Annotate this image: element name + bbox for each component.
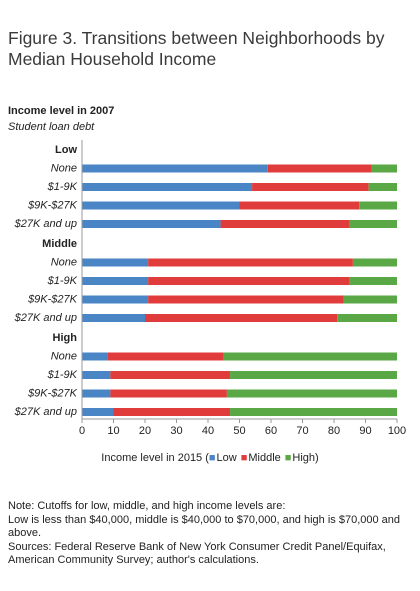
legend-paren: ) <box>315 452 319 464</box>
bar-segment <box>82 164 268 173</box>
bar-segment <box>343 295 397 304</box>
category-label: None <box>51 256 77 268</box>
legend-label: High <box>292 452 315 464</box>
bar-segment <box>82 201 240 210</box>
bar-segment <box>82 408 114 416</box>
legend: Income level in 2015 (■Low ■Middle ■High) <box>101 452 318 464</box>
bar-segment <box>230 371 397 379</box>
bar-segment <box>239 201 360 210</box>
bar-segment <box>82 371 111 379</box>
bar-segment <box>82 277 149 285</box>
legend-title: Income level in 2015 <box>101 452 202 464</box>
bar-segment <box>349 277 397 285</box>
category-label: $1-9K <box>47 181 78 193</box>
bar-segment <box>82 295 149 304</box>
legend-swatch: ■ <box>241 452 248 464</box>
group-label: Low <box>55 144 77 156</box>
note-line: Low is less than $40,000, middle is $40,… <box>8 513 401 540</box>
note-line: Note: Cutoffs for low, middle, and high … <box>8 500 286 512</box>
bar-segment <box>220 220 350 228</box>
category-label: $1-9K <box>47 369 78 381</box>
x-tick-label: 20 <box>139 425 151 437</box>
x-tick-label: 90 <box>359 425 371 437</box>
x-tick-label: 60 <box>265 425 277 437</box>
bar-segment <box>223 352 397 361</box>
category-label: $27K and up <box>14 406 77 418</box>
category-label: $9K-$27K <box>27 293 78 305</box>
bar-segment <box>82 220 221 228</box>
category-label: $27K and up <box>14 312 77 324</box>
group-label: Middle <box>42 238 77 250</box>
bar-segment <box>371 164 397 173</box>
chart: Income level in 2007 Student loan debt L… <box>8 105 406 464</box>
bar-segment <box>148 295 344 304</box>
bar-segment <box>82 352 108 361</box>
subheader: Student loan debt <box>8 121 95 133</box>
bar-segment <box>82 258 149 267</box>
legend-paren: ( <box>205 452 209 464</box>
x-tick-label: 100 <box>388 425 406 437</box>
category-label: $9K-$27K <box>27 199 78 211</box>
legend-swatch: ■ <box>285 452 292 464</box>
notes: Note: Cutoffs for low, middle, and high … <box>8 500 408 568</box>
bar-segment <box>113 408 231 416</box>
note-line: Sources: Federal Reserve Bank of New Yor… <box>8 540 386 567</box>
category-label: $27K and up <box>14 218 77 230</box>
chart-title: Figure 3. Transitions between Neighborho… <box>8 28 385 69</box>
category-label: $9K-$27K <box>27 387 78 399</box>
bar-segment <box>110 371 231 379</box>
bar-segment <box>359 201 397 210</box>
bar-segment <box>226 389 397 398</box>
group-label: High <box>53 332 78 344</box>
bar-segment <box>148 258 353 267</box>
bar-segment <box>252 183 369 191</box>
x-tick-label: 80 <box>328 425 340 437</box>
bar-segment <box>267 164 372 173</box>
x-tick-label: 70 <box>296 425 308 437</box>
legend-label: Middle <box>248 452 280 464</box>
bar-segment <box>110 389 227 398</box>
legend-swatch: ■ <box>209 452 216 464</box>
bar-segment <box>349 220 397 228</box>
legend-label: Low <box>217 452 237 464</box>
category-label: $1-9K <box>47 275 78 287</box>
bar-segment <box>148 277 350 285</box>
x-tick-label: 40 <box>202 425 214 437</box>
bar-segment <box>82 314 145 322</box>
bar-segment <box>107 352 224 361</box>
bar-segment <box>82 183 253 191</box>
bar-segment <box>337 314 397 322</box>
bar-segment <box>368 183 397 191</box>
x-tick-label: 10 <box>107 425 119 437</box>
bar-segment <box>352 258 397 267</box>
bar-segment <box>230 408 397 416</box>
category-label: None <box>51 162 77 174</box>
header: Income level in 2007 <box>8 105 114 117</box>
bar-segment <box>145 314 338 322</box>
bar-segment <box>82 389 111 398</box>
category-label: None <box>51 350 77 362</box>
x-tick-label: 50 <box>233 425 245 437</box>
x-tick-label: 0 <box>79 425 85 437</box>
x-tick-label: 30 <box>170 425 182 437</box>
